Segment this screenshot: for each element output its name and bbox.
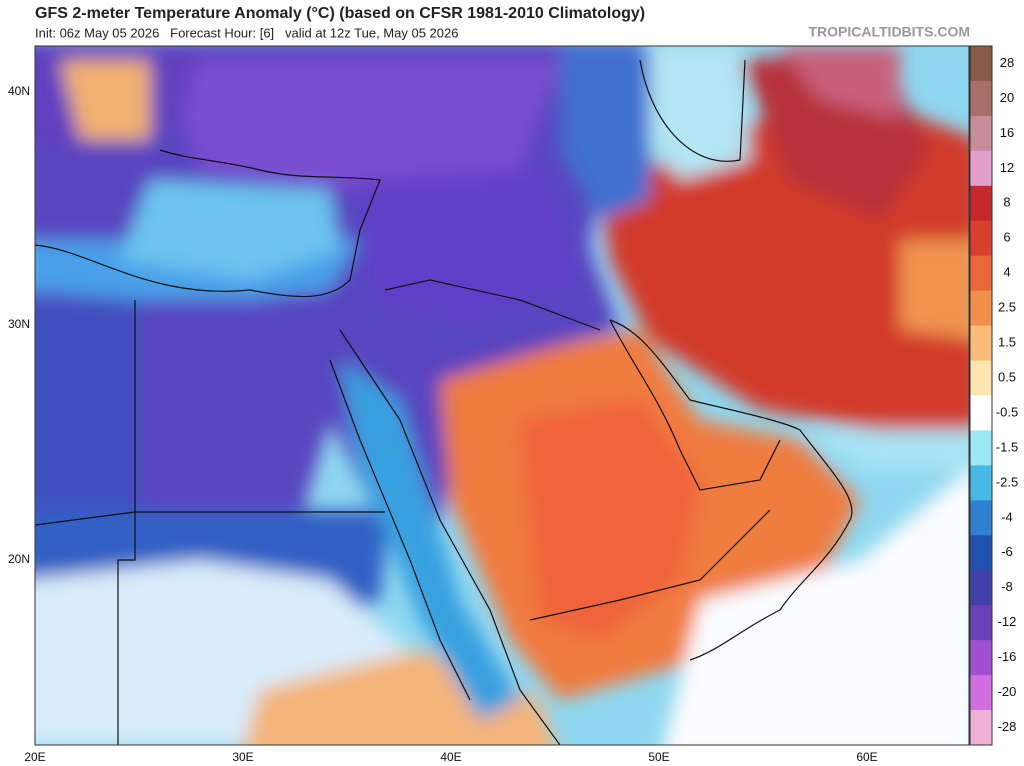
colorbar-swatch [970, 46, 992, 82]
lon-label: 60E [856, 750, 877, 764]
site-credit: TROPICALTIDBITS.COM [808, 24, 970, 40]
colorbar-swatch [970, 465, 992, 501]
colorbar-label: -8 [1001, 579, 1013, 594]
colorbar-label: -28 [998, 719, 1017, 734]
colorbar-label: 0.5 [998, 369, 1016, 384]
colorbar-swatch [970, 395, 992, 431]
colorbar-label: -6 [1001, 544, 1013, 559]
lat-label: 40N [8, 84, 30, 98]
colorbar-label: 1.5 [998, 335, 1016, 350]
colorbar-swatch [970, 535, 992, 571]
colorbar-swatch [970, 220, 992, 257]
colorbar-swatch [970, 80, 992, 117]
colorbar-swatch [970, 675, 992, 711]
colorbar-label: 8 [1003, 195, 1010, 210]
colorbar-label: -2.5 [996, 474, 1018, 489]
colorbar-swatch [970, 360, 992, 396]
title: GFS 2-meter Temperature Anomaly (°C) (ba… [35, 5, 645, 22]
colorbar-swatch [970, 255, 992, 292]
lat-label: 30N [8, 317, 30, 331]
colorbar-swatch [970, 290, 992, 327]
colorbar-swatch [970, 430, 992, 466]
colorbar-swatch [970, 325, 992, 362]
lon-label: 50E [648, 750, 669, 764]
colorbar-label: -16 [998, 649, 1017, 664]
colorbar-label: -20 [998, 684, 1017, 699]
colorbar-swatch [970, 115, 992, 152]
colorbar-swatch [970, 710, 992, 746]
colorbar-swatch [970, 150, 992, 187]
colorbar-label: 20 [1000, 90, 1014, 105]
colorbar-frame [969, 45, 993, 746]
subtitle: Init: 06z May 05 2026 Forecast Hour: [6]… [35, 25, 458, 40]
colorbar-label: 4 [1003, 265, 1010, 280]
colorbar-swatch [970, 605, 992, 641]
colorbar-swatch [970, 185, 992, 222]
map-area [35, 46, 969, 745]
colorbar-label: -12 [998, 614, 1017, 629]
colorbar-swatch [970, 640, 992, 676]
colorbar: 28 20 16 12 8 6 4 2.5 1.5 0.5 -0.5 -1.5 -2.5 -4 -6 -8 -1… [969, 45, 1018, 746]
lat-label: 20N [8, 552, 30, 566]
colorbar-label: 6 [1003, 230, 1010, 245]
colorbar-label: 16 [1000, 125, 1014, 140]
colorbar-swatch [970, 570, 992, 606]
colorbar-label: 2.5 [998, 300, 1016, 315]
colorbar-label: -1.5 [996, 439, 1018, 454]
colorbar-label: 12 [1000, 160, 1014, 175]
anomaly-field [35, 46, 969, 745]
lon-label: 20E [24, 750, 45, 764]
colorbar-swatch [970, 500, 992, 536]
colorbar-label: -0.5 [996, 404, 1018, 419]
colorbar-label: -4 [1001, 509, 1013, 524]
coastlines [35, 59, 853, 745]
map-frame [34, 45, 970, 746]
lon-label: 30E [232, 750, 253, 764]
colorbar-label: 28 [1000, 55, 1014, 70]
lon-label: 40E [440, 750, 461, 764]
